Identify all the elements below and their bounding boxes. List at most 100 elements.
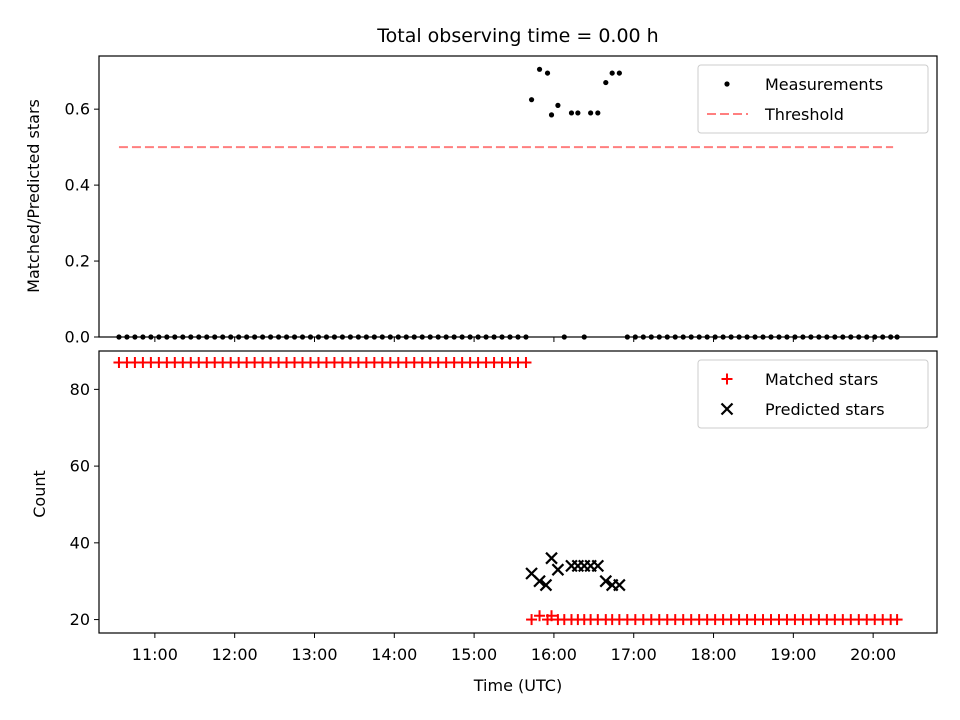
measurement-point — [816, 334, 822, 340]
measurement-point — [888, 334, 894, 340]
measurement-point — [688, 334, 694, 340]
measurement-point — [744, 334, 750, 340]
measurement-point — [204, 334, 210, 340]
measurement-point — [800, 334, 806, 340]
measurement-point — [315, 334, 322, 340]
legend-entry: Predicted stars — [765, 400, 885, 419]
measurement-point — [156, 334, 162, 340]
measurement-point — [116, 334, 122, 340]
top-panel: 0.0 0.2 0.4 0.6 Measurements Threshold — [65, 55, 938, 347]
x-axis-label: Time (UTC) — [473, 676, 562, 695]
measurement-point — [528, 97, 535, 103]
measurement-point — [459, 334, 465, 340]
measurement-point — [491, 334, 497, 340]
predicted-star-marker — [533, 574, 546, 588]
measurement-point — [355, 334, 361, 340]
top-y-tick-label: 0.0 — [65, 328, 90, 347]
measurement-point — [188, 334, 194, 340]
predicted-star-marker — [539, 578, 553, 592]
measurement-point — [435, 334, 441, 340]
measurement-point — [760, 334, 766, 340]
measurement-point — [640, 334, 646, 340]
measurement-point — [672, 334, 678, 340]
matched-star-marker — [534, 610, 546, 622]
measurement-point — [768, 334, 774, 340]
measurement-point — [419, 334, 425, 340]
bottom-x-tick-label: 14:00 — [371, 645, 417, 664]
measurement-point — [575, 110, 581, 116]
measurement-point — [467, 334, 473, 340]
measurement-point — [848, 334, 854, 340]
bottom-panel: 20 40 60 80 11:00 12:00 13:00 14:00 15:00 16:00 17… — [70, 350, 938, 664]
measurement-point — [507, 334, 513, 340]
predicted-star-marker-b — [525, 567, 538, 580]
measurement-point — [603, 79, 609, 86]
measurement-point — [523, 334, 529, 340]
bottom-x-tick-label: 16:00 — [531, 645, 577, 664]
bottom-x-tick-label: 19:00 — [770, 645, 816, 664]
measurement-point — [451, 334, 457, 340]
measurement-point — [220, 334, 226, 340]
measurement-point — [180, 334, 186, 340]
bottom-x-tick-label: 11:00 — [132, 645, 178, 664]
predicted-star-marker — [591, 559, 605, 573]
bottom-series-0 — [113, 357, 903, 626]
top-legend: Measurements Threshold — [697, 64, 929, 134]
measurement-point — [148, 334, 154, 340]
measurement-point — [609, 70, 615, 76]
measurement-point — [395, 334, 401, 340]
measurement-point — [840, 334, 846, 340]
measurement-point — [880, 334, 886, 340]
top-y-tick-label: 0.6 — [65, 100, 90, 119]
predicted-star-marker — [613, 578, 626, 592]
measurement-point — [379, 334, 385, 340]
bottom-series-1 — [525, 551, 626, 592]
measurement-point — [244, 334, 250, 340]
measurement-point — [228, 334, 234, 340]
legend-x-swatch — [720, 402, 734, 416]
measurement-point — [172, 334, 178, 340]
measurement-point — [808, 334, 814, 340]
measurement-point — [656, 334, 662, 340]
measurement-point — [752, 334, 758, 340]
legend-plus-swatch — [721, 373, 733, 385]
bottom-x-tick-label: 15:00 — [451, 645, 497, 664]
measurement-point — [824, 334, 830, 340]
measurement-point — [581, 334, 587, 340]
predicted-star-marker — [551, 563, 565, 576]
measurement-point — [894, 334, 900, 340]
predicted-star-marker-b — [533, 574, 546, 588]
legend-entry: Measurements — [765, 75, 883, 94]
measurement-point — [403, 334, 409, 340]
measurement-point — [872, 334, 878, 340]
measurement-point — [632, 334, 638, 340]
bottom-y-tick-label: 80 — [70, 380, 90, 399]
measurement-point — [728, 334, 734, 340]
measurement-point — [236, 334, 242, 340]
measurement-point — [427, 334, 433, 340]
legend-x-swatch-b — [720, 402, 734, 416]
measurement-point — [140, 334, 146, 340]
measurement-point — [864, 334, 870, 340]
bottom-x-tick-label: 12:00 — [212, 645, 258, 664]
measurement-point — [267, 334, 274, 340]
bottom-axes-frame — [98, 350, 938, 634]
measurement-point — [275, 334, 282, 340]
top-y-tick-label: 0.2 — [65, 252, 90, 271]
top-legend-box — [697, 64, 929, 134]
top-series-0 — [116, 66, 900, 340]
measurement-point — [624, 334, 630, 340]
measurement-point — [720, 334, 726, 340]
measurement-point — [555, 102, 561, 108]
measurement-point — [595, 110, 601, 116]
measurement-point — [588, 110, 594, 116]
measurement-point — [536, 66, 543, 72]
matched-star-marker — [520, 357, 532, 369]
bottom-y-tick-label: 20 — [70, 610, 90, 629]
bottom-y-tick-label: 60 — [70, 457, 90, 476]
measurement-point — [515, 334, 521, 340]
measurement-point — [712, 334, 718, 340]
measurement-point — [212, 334, 218, 340]
measurement-point — [648, 334, 654, 340]
top-y-axis-label: Matched/Predicted stars — [24, 99, 43, 293]
